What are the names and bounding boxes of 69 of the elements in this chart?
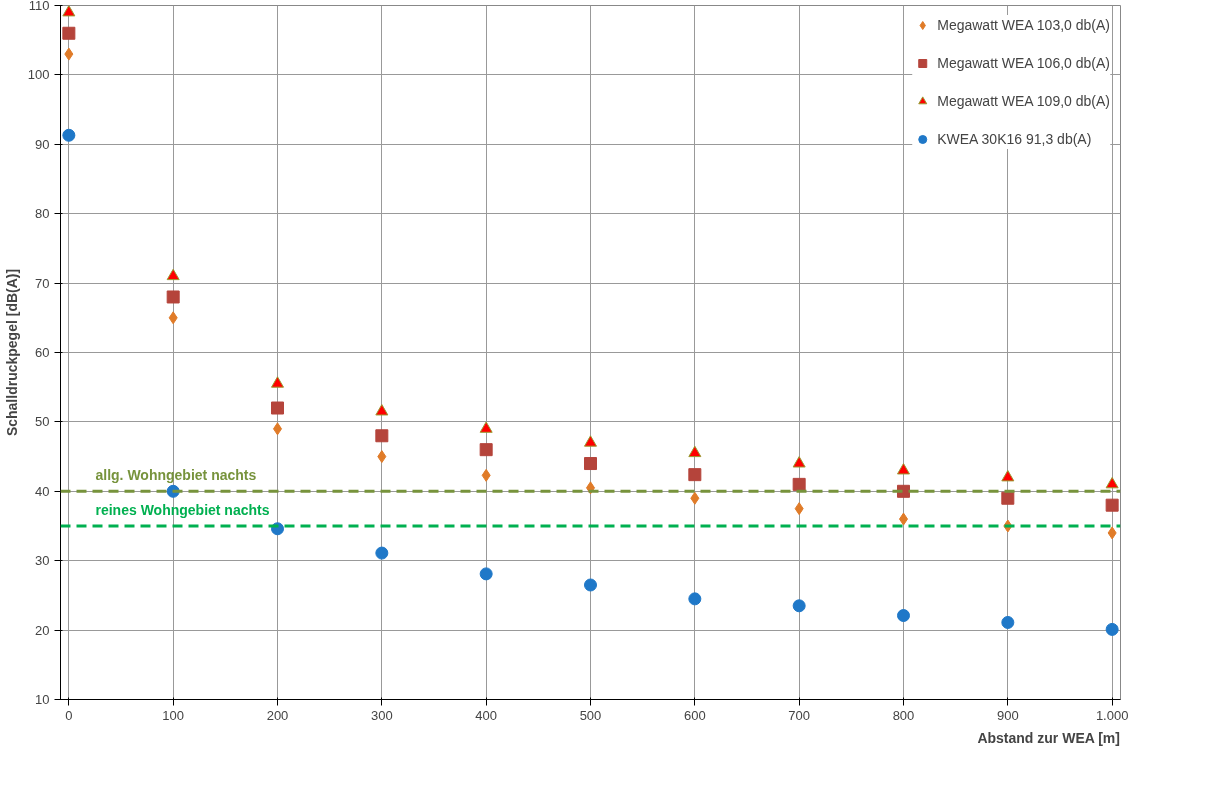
x-tick-label: 800 <box>892 707 915 723</box>
y-tick-label: 30 <box>35 553 50 569</box>
x-tick-label: 600 <box>683 707 706 723</box>
x-tick-label: 0 <box>65 707 73 723</box>
x-tick-label: 700 <box>788 707 811 723</box>
point <box>1001 469 1015 482</box>
point <box>166 268 180 281</box>
x-tick-label: 1.000 <box>1095 707 1129 723</box>
point <box>792 477 806 491</box>
point <box>375 429 389 443</box>
point <box>794 502 804 516</box>
point <box>271 376 285 388</box>
y-axis-title: Schalldruckpegel [dB(A)] <box>3 268 20 437</box>
x-tick-label: 500 <box>579 707 602 723</box>
point <box>792 599 806 613</box>
y-tick-label: 90 <box>35 136 50 152</box>
ref-line-label: reines Wohngebiet nachts <box>95 502 270 518</box>
x-tick-label: 900 <box>996 707 1019 723</box>
legend-label: KWEA 30K16 91,3 db(A) <box>937 131 1092 147</box>
x-tick-label: 100 <box>162 707 185 723</box>
point <box>584 578 597 592</box>
point <box>271 401 285 415</box>
point <box>896 463 910 475</box>
point <box>168 311 178 325</box>
point <box>479 421 493 433</box>
x-tick-label: 300 <box>370 707 393 723</box>
point <box>688 592 702 606</box>
point <box>898 512 908 526</box>
point <box>1105 476 1119 489</box>
point <box>1001 491 1015 505</box>
point <box>64 47 74 61</box>
y-tick-label: 110 <box>28 0 50 13</box>
point <box>1001 615 1015 629</box>
y-tick-label: 100 <box>27 67 50 83</box>
point <box>688 468 702 482</box>
point <box>1105 622 1119 636</box>
point <box>62 26 76 40</box>
legend-label: Megawatt WEA 109,0 db(A) <box>937 93 1110 109</box>
point <box>273 422 283 436</box>
point <box>1107 526 1117 540</box>
ref-line-label: allg. Wohngebiet nachts <box>95 467 257 484</box>
point <box>62 5 76 17</box>
y-tick-label: 60 <box>35 345 50 360</box>
point <box>688 445 702 458</box>
point <box>375 404 389 416</box>
point <box>377 450 387 464</box>
point <box>479 567 493 581</box>
point <box>375 546 389 560</box>
legend-label: Megawatt WEA 103,0 db(A) <box>937 17 1110 33</box>
y-tick-label: 50 <box>35 414 50 430</box>
point <box>481 468 491 482</box>
point <box>62 128 76 142</box>
y-tick-label: 80 <box>35 206 50 222</box>
point <box>584 457 597 471</box>
x-tick-label: 200 <box>266 707 289 723</box>
point <box>479 443 493 457</box>
x-axis-title: Abstand zur WEA [m] <box>977 729 1120 746</box>
point <box>690 491 700 505</box>
y-tick-label: 70 <box>35 275 50 291</box>
legend-label: Megawatt WEA 106,0 db(A) <box>937 55 1110 71</box>
y-tick-label: 40 <box>35 483 50 499</box>
y-tick-label: 10 <box>35 692 50 707</box>
point <box>1105 498 1119 512</box>
point <box>584 435 597 447</box>
point <box>166 290 180 304</box>
point <box>792 456 806 468</box>
point <box>896 609 910 623</box>
x-tick-label: 400 <box>475 707 498 723</box>
y-tick-label: 20 <box>35 622 50 638</box>
